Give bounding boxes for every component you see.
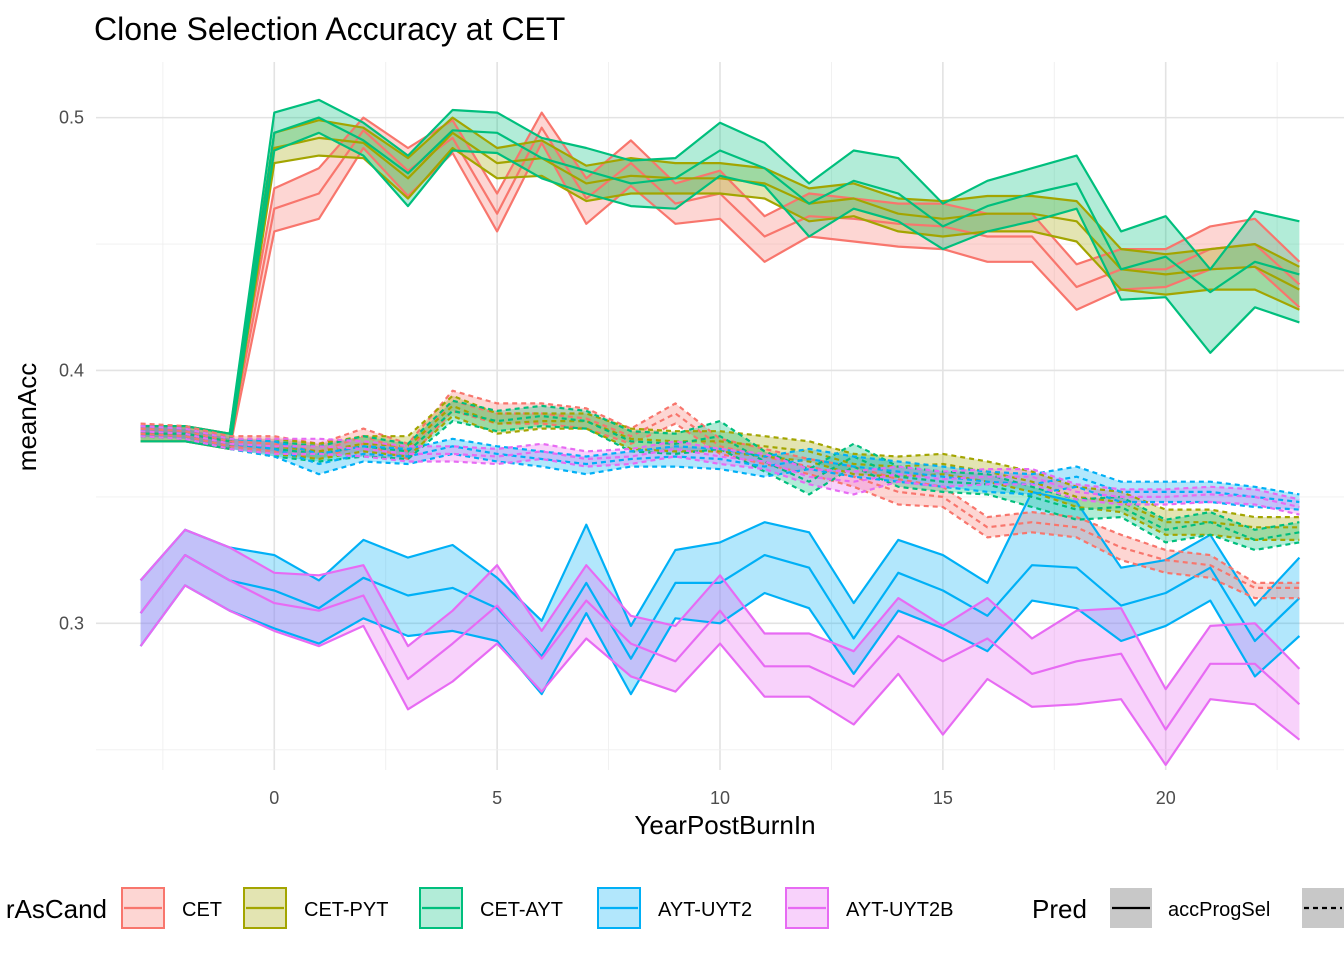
line-cet-solid-lower bbox=[140, 141, 1301, 450]
legend-label: CET-PYT bbox=[304, 899, 388, 921]
x-tick-label: 20 bbox=[1156, 788, 1176, 808]
legend-pred-item: accProgSel bbox=[1110, 888, 1270, 928]
legend-pred-label: accProgSel bbox=[1168, 899, 1270, 921]
legend-color-title: rAsCand bbox=[6, 894, 107, 924]
line-cet-ayt-dashed-mean bbox=[140, 409, 1300, 542]
legend: rAsCand CET CET-PYT CET-AYT AYT-UYT2 AYT-UYT2… bbox=[6, 887, 1344, 929]
y-tick-label: 0.4 bbox=[59, 360, 84, 380]
x-tick-label: 0 bbox=[269, 788, 279, 808]
legend-item: CET bbox=[121, 887, 222, 929]
line-cet-ayt-solid-lower bbox=[140, 131, 1300, 450]
line-ayt-uyt2b-solid-lower bbox=[139, 584, 1301, 767]
line-cet-pyt-dashed-mean bbox=[140, 404, 1300, 529]
line-ayt-uyt2b-solid-upper bbox=[139, 528, 1301, 691]
band-cet-ayt-solid bbox=[140, 99, 1300, 449]
y-axis-ticks: 0.3 0.4 0.5 bbox=[59, 108, 84, 634]
line-cet-pyt-dashed-lower bbox=[140, 414, 1300, 542]
line-ayt-uyt2-dashed-upper bbox=[140, 425, 1300, 496]
line-ayt-uyt2-dashed-lower bbox=[140, 435, 1300, 511]
legend-item: CET-PYT bbox=[243, 887, 388, 929]
line-cet-pyt-solid-upper bbox=[140, 116, 1300, 435]
line-ayt-uyt2-solid-mean bbox=[139, 553, 1301, 660]
line-cet-pyt-dashed-upper bbox=[140, 394, 1300, 519]
x-tick-label: 10 bbox=[710, 788, 730, 808]
legend-item: AYT-UYT2 bbox=[597, 887, 752, 929]
line-ayt-uyt2-dashed-mean bbox=[140, 430, 1300, 504]
y-axis-title: meanAcc bbox=[12, 363, 42, 471]
band-cet-ayt-dashed bbox=[140, 400, 1300, 550]
legend-item: CET-AYT bbox=[419, 887, 563, 929]
legend-label: AYT-UYT2 bbox=[658, 899, 752, 921]
series-lines bbox=[139, 98, 1301, 767]
line-cet-pyt-solid-lower bbox=[140, 146, 1300, 450]
line-cet-dashed-lower bbox=[140, 409, 1300, 600]
line-cet-ayt-solid-upper bbox=[140, 98, 1300, 435]
legend-pred-title: Pred bbox=[1032, 894, 1087, 924]
x-axis-title: YearPostBurnIn bbox=[634, 810, 815, 840]
legend-item: AYT-UYT2B bbox=[785, 887, 953, 929]
x-tick-label: 15 bbox=[933, 788, 953, 808]
x-axis-ticks: 0 5 10 15 20 bbox=[269, 788, 1175, 808]
band-ayt-uyt2-solid bbox=[140, 491, 1300, 695]
line-ayt-uyt2b-solid-mean bbox=[139, 553, 1301, 731]
legend-label: CET-AYT bbox=[480, 899, 563, 921]
band-cet-solid bbox=[140, 112, 1300, 449]
band-ayt-uyt2b-dashed bbox=[140, 426, 1300, 515]
line-ayt-uyt2-solid-lower bbox=[139, 584, 1301, 696]
line-ayt-uyt2-solid-upper bbox=[139, 490, 1301, 628]
line-cet-ayt-solid-mean bbox=[140, 116, 1300, 443]
y-tick-label: 0.3 bbox=[59, 613, 84, 633]
legend-pred-item bbox=[1302, 888, 1344, 928]
legend-label: CET bbox=[182, 899, 222, 921]
chart-title: Clone Selection Accuracy at CET bbox=[94, 11, 565, 47]
legend-label: AYT-UYT2B bbox=[846, 899, 953, 921]
line-cet-dashed-mean bbox=[140, 399, 1300, 590]
line-ayt-uyt2b-dashed-mean bbox=[140, 430, 1300, 509]
plot-grid bbox=[96, 62, 1344, 770]
x-tick-label: 5 bbox=[492, 788, 502, 808]
y-tick-label: 0.5 bbox=[59, 108, 84, 128]
line-ayt-uyt2b-dashed-upper bbox=[140, 425, 1300, 501]
